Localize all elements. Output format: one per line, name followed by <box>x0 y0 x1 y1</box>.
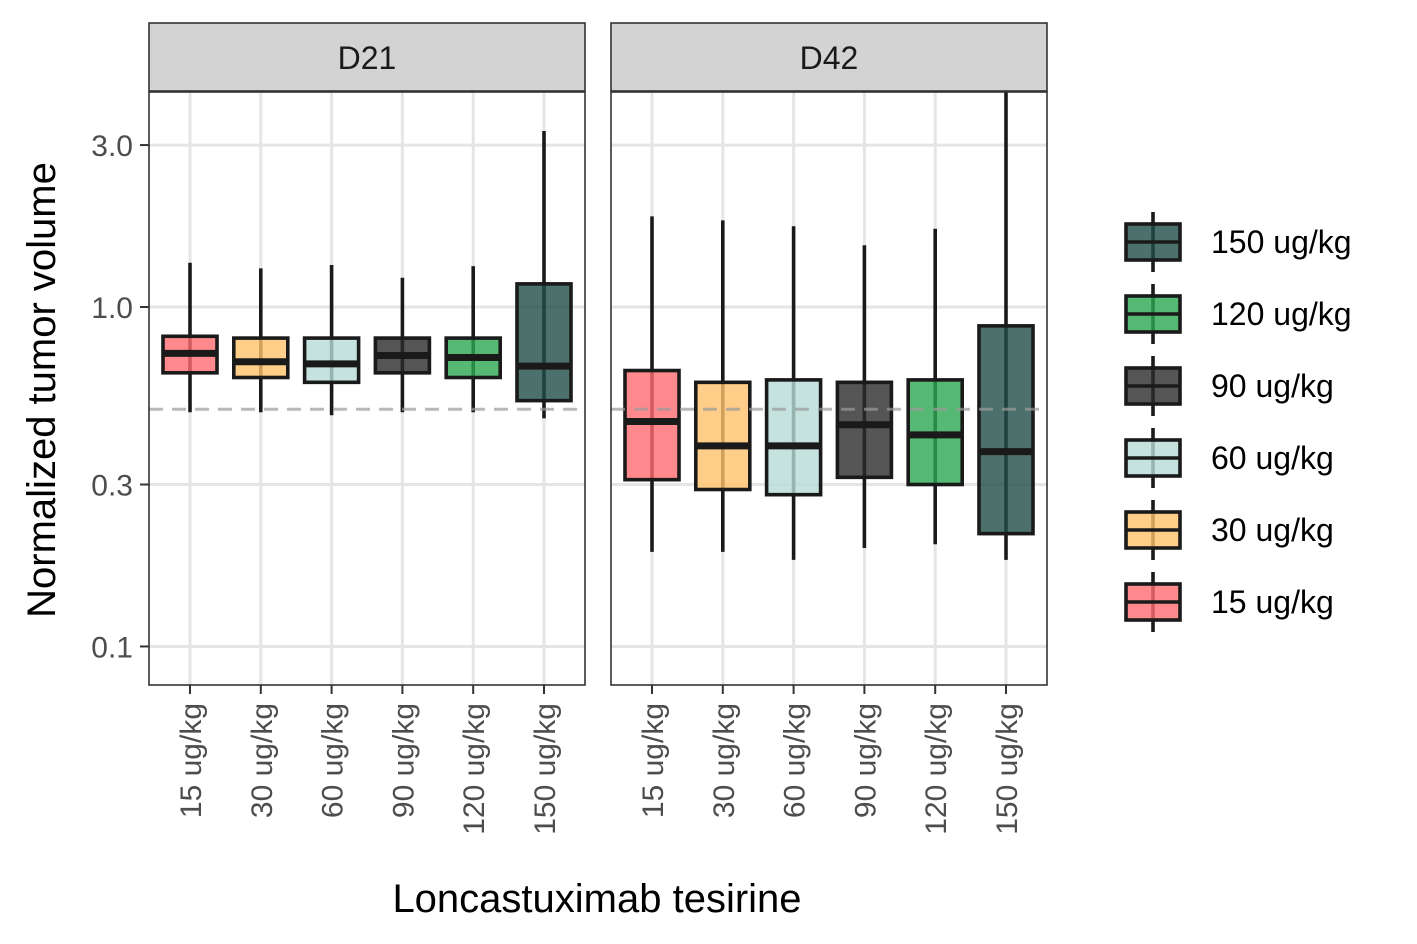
x-tick-label: 30 ug/kg <box>246 703 279 818</box>
box-15-ug-per-kg <box>161 262 219 413</box>
box-120-ug-per-kg <box>444 266 503 413</box>
x-tick-label: 120 ug/kg <box>458 703 491 835</box>
panel-d42: D42 15 ug/kg 30 ug/kg 60 ug/kg 90 ug/kg 120 u… <box>610 22 1048 835</box>
x-tick-label: 60 ug/kg <box>317 703 350 818</box>
facet-label: D21 <box>338 40 397 76</box>
box-body <box>302 336 361 385</box>
box-60-ug-per-kg <box>302 264 361 416</box>
panel-background <box>149 92 585 685</box>
x-tick-label: 30 ug/kg <box>708 703 741 818</box>
box-body <box>515 282 573 403</box>
y-tick-label: 0.1 <box>91 631 133 664</box>
legend-item: 60 ug/kg <box>1124 428 1334 488</box>
x-tick-label: 90 ug/kg <box>387 703 420 818</box>
legend-label: 30 ug/kg <box>1211 512 1334 548</box>
box-15-ug-per-kg <box>623 216 681 552</box>
legend-item: 90 ug/kg <box>1124 356 1334 416</box>
legend-label: 90 ug/kg <box>1211 368 1334 404</box>
box-30-ug-per-kg <box>232 268 290 413</box>
box-30-ug-per-kg <box>693 220 752 552</box>
legend-label: 120 ug/kg <box>1211 296 1352 332</box>
panel-d21: D21 15 ug/kg 30 ug/kg 60 ug/kg 90 ug/kg 120 u… <box>91 22 586 835</box>
legend-item: 30 ug/kg <box>1124 500 1334 560</box>
x-tick-label: 60 ug/kg <box>779 703 812 818</box>
y-tick-label: 3.0 <box>91 130 133 163</box>
legend-item: 150 ug/kg <box>1124 212 1352 272</box>
y-tick-label: 1.0 <box>91 292 133 325</box>
panel-background <box>611 92 1047 685</box>
legend-item: 15 ug/kg <box>1124 572 1334 632</box>
box-body <box>623 368 681 482</box>
box-90-ug-per-kg <box>373 277 432 413</box>
panel-border <box>148 91 586 686</box>
legend-label: 15 ug/kg <box>1211 584 1334 620</box>
y-axis-title: Normalized tumor volume <box>20 162 64 618</box>
box-120-ug-per-kg <box>906 228 965 545</box>
x-tick-label: 150 ug/kg <box>529 703 562 835</box>
panel-border <box>610 91 1048 686</box>
box-150-ug-per-kg <box>515 131 573 419</box>
facet-label: D42 <box>800 40 859 76</box>
legend-label: 150 ug/kg <box>1211 224 1352 260</box>
box-body <box>764 378 823 497</box>
x-tick-label: 15 ug/kg <box>637 703 670 818</box>
box-body <box>232 336 290 380</box>
box-60-ug-per-kg <box>764 226 823 560</box>
x-tick-label: 120 ug/kg <box>920 703 953 835</box>
box-90-ug-per-kg <box>835 245 894 549</box>
legend-label: 60 ug/kg <box>1211 440 1334 476</box>
box-body <box>835 380 894 480</box>
box-body <box>693 380 752 492</box>
legend: 150 ug/kg 120 ug/kg 90 ug/kg 60 ug/kg 30 ug/… <box>1124 212 1352 632</box>
x-tick-label: 150 ug/kg <box>991 703 1024 835</box>
facet-panels: D21 15 ug/kg 30 ug/kg 60 ug/kg 90 ug/kg 120 u… <box>91 22 1048 835</box>
box-body <box>977 324 1035 536</box>
y-tick-label: 0.3 <box>91 470 133 503</box>
x-tick-label: 15 ug/kg <box>175 703 208 818</box>
facet-strip <box>148 22 586 92</box>
x-axis-title: Loncastuximab tesirine <box>392 877 801 921</box>
box-150-ug-per-kg <box>977 92 1035 560</box>
legend-item: 120 ug/kg <box>1124 284 1352 344</box>
x-tick-label: 90 ug/kg <box>849 703 882 818</box>
facet-strip <box>610 22 1048 92</box>
